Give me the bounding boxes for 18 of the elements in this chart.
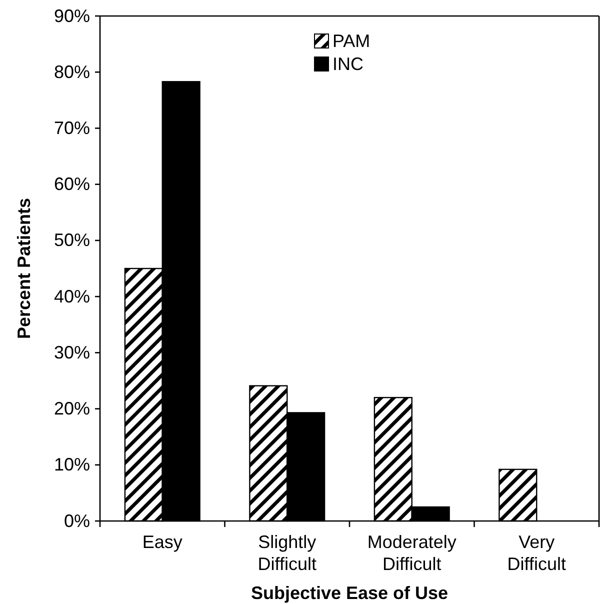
y-tick-label: 60% <box>54 174 90 194</box>
x-axis-title: Subjective Ease of Use <box>250 583 448 603</box>
y-axis-title: Percent Patients <box>14 198 34 340</box>
y-tick-label: 90% <box>54 6 90 26</box>
legend-label: INC <box>332 54 364 74</box>
x-tick-label: Slightly Difficult <box>258 532 316 574</box>
y-tick-label: 10% <box>54 454 90 475</box>
y-tick-label: 40% <box>54 286 90 306</box>
y-tick-label: 70% <box>54 118 90 138</box>
y-tick-label: 20% <box>54 398 90 419</box>
y-tick-label: 30% <box>54 342 90 362</box>
y-tick-label: 50% <box>54 230 90 250</box>
x-tick-label: Easy <box>142 532 182 552</box>
x-tick-label: Moderately Difficult <box>367 532 456 574</box>
x-tick-label: Very Difficult <box>507 532 566 574</box>
y-tick-label: 80% <box>54 62 90 82</box>
y-tick-label: 0% <box>64 510 90 531</box>
legend-label: PAM <box>332 31 370 51</box>
